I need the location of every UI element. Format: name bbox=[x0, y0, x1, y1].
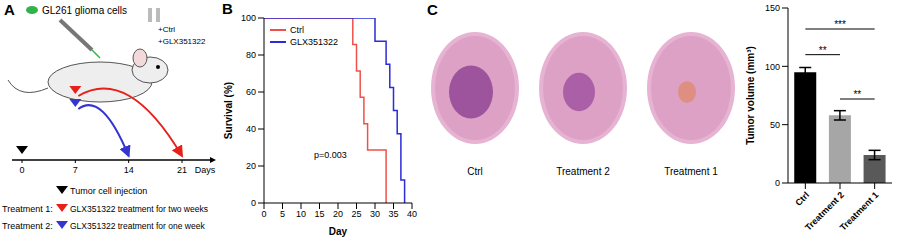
svg-text:**: ** bbox=[853, 89, 861, 100]
svg-text:***: *** bbox=[834, 19, 846, 30]
html-text:GLX351322: GLX351322 bbox=[290, 37, 338, 47]
svg-text:+Ctrl: +Ctrl bbox=[158, 25, 175, 34]
svg-text:100: 100 bbox=[765, 62, 780, 72]
svg-text:60: 60 bbox=[246, 87, 256, 97]
svg-text:Treatment 2: Treatment 2 bbox=[556, 166, 610, 177]
svg-text:40: 40 bbox=[246, 124, 256, 134]
svg-text:Days: Days bbox=[195, 165, 216, 175]
svg-text:+GLX351322: +GLX351322 bbox=[158, 37, 206, 46]
svg-text:**: ** bbox=[819, 45, 827, 56]
svg-text:GLX351322 treatment for one we: GLX351322 treatment for one week bbox=[70, 221, 205, 231]
svg-text:Day: Day bbox=[329, 226, 348, 237]
svg-text:Ctrl: Ctrl bbox=[467, 166, 483, 177]
svg-text:14: 14 bbox=[124, 165, 134, 175]
svg-text:50: 50 bbox=[770, 120, 780, 130]
html-text:Ctrl: Ctrl bbox=[290, 25, 304, 35]
svg-text:GLX351322 treatment for two we: GLX351322 treatment for two weeks bbox=[70, 204, 208, 214]
svg-text:25: 25 bbox=[351, 209, 361, 219]
svg-text:Treatment 1: Treatment 1 bbox=[838, 190, 881, 233]
svg-text:0: 0 bbox=[251, 198, 256, 208]
svg-text:Tumor cell injection: Tumor cell injection bbox=[70, 186, 147, 196]
svg-text:21: 21 bbox=[177, 165, 187, 175]
svg-text:Treatment 2:: Treatment 2: bbox=[2, 221, 53, 231]
svg-text:Treatment 1: Treatment 1 bbox=[664, 166, 718, 177]
svg-text:30: 30 bbox=[370, 209, 380, 219]
svg-text:GL261 glioma cells: GL261 glioma cells bbox=[42, 5, 127, 16]
html-text:p=0.003: p=0.003 bbox=[314, 150, 347, 160]
svg-text:15: 15 bbox=[314, 209, 324, 219]
svg-text:80: 80 bbox=[246, 50, 256, 60]
svg-text:150: 150 bbox=[765, 3, 780, 13]
svg-text:10: 10 bbox=[296, 209, 306, 219]
svg-text:0: 0 bbox=[775, 178, 780, 188]
svg-text:100: 100 bbox=[241, 13, 256, 23]
svg-text:20: 20 bbox=[333, 209, 343, 219]
svg-text:Tumor volume (mm³): Tumor volume (mm³) bbox=[745, 46, 756, 145]
svg-text:40: 40 bbox=[407, 209, 417, 219]
svg-text:Ctrl: Ctrl bbox=[793, 190, 811, 208]
svg-text:A: A bbox=[4, 1, 15, 18]
svg-text:Treatment 1:: Treatment 1: bbox=[2, 204, 53, 214]
svg-text:0: 0 bbox=[19, 165, 24, 175]
svg-text:35: 35 bbox=[388, 209, 398, 219]
svg-text:C: C bbox=[427, 1, 438, 18]
svg-text:20: 20 bbox=[246, 161, 256, 171]
html-text:B: B bbox=[222, 0, 233, 17]
svg-text:Treatment 2: Treatment 2 bbox=[803, 189, 846, 233]
svg-text:7: 7 bbox=[73, 165, 78, 175]
svg-text:0: 0 bbox=[261, 209, 266, 219]
svg-text:Survival (%): Survival (%) bbox=[223, 82, 234, 139]
svg-text:5: 5 bbox=[280, 209, 285, 219]
